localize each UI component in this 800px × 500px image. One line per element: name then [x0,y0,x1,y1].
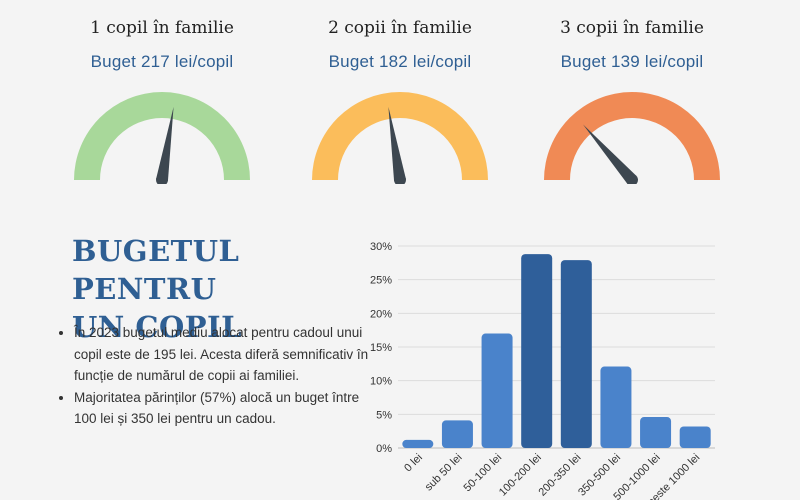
bullet-item: Majoritatea părinților (57%) alocă un bu… [74,387,374,430]
gauge-dial [74,92,250,184]
x-tick-label: 0 lei [402,452,425,475]
gauge-title: 2 copii în familie [328,18,472,38]
bullet-item: În 2023 bugetul mediu alocat pentru cado… [74,322,374,387]
gauge-title: 3 copii în familie [560,18,704,38]
gauge-needle [583,124,637,184]
gauge-arc [544,92,720,180]
bar [402,439,434,448]
gauge-needle-hub [394,174,406,184]
gauge-needle-hub [156,174,168,184]
gauge-budget: Buget 217 lei/copil [90,52,234,71]
y-tick-label: 10% [370,376,392,388]
gauge-needle-hub [626,174,638,184]
gauge-1: 1 copil în familie Buget 217 lei/copil [42,0,282,200]
gauge-dial [544,92,720,184]
bar [441,420,473,448]
bar [640,417,672,448]
heading-line-2: UN COPIL [72,310,242,344]
bar [521,254,553,448]
y-tick-label: 20% [370,308,392,320]
gauge-arc [312,92,488,180]
section-heading: BUGETUL PENTRU UN COPIL [72,232,352,346]
y-tick-label: 15% [370,342,392,354]
gauge-title: 1 copil în familie [90,18,234,38]
gauge-needle [156,106,174,181]
gauge-arc [74,92,250,180]
bullet-list: În 2023 bugetul mediu alocat pentru cado… [58,322,374,430]
y-tick-label: 30% [370,241,392,253]
bar [679,426,711,448]
gauge-budget: Buget 139 lei/copil [560,52,704,71]
gauge-needle [388,106,406,181]
y-tick-label: 25% [370,275,392,287]
heading-line-1: BUGETUL PENTRU [72,234,240,306]
x-tick-label: sub 50 lei [423,452,465,494]
y-tick-label: 5% [376,409,392,421]
gauge-3: 3 copii în familie Buget 139 lei/copil [512,0,752,200]
bar [560,260,592,448]
y-tick-label: 0% [376,443,392,455]
gauge-2: 2 copii în familie Buget 182 lei/copil [280,0,520,200]
gauge-dial [312,92,488,184]
gauge-budget: Buget 182 lei/copil [328,52,472,71]
bar [481,333,513,448]
bar [600,366,632,448]
